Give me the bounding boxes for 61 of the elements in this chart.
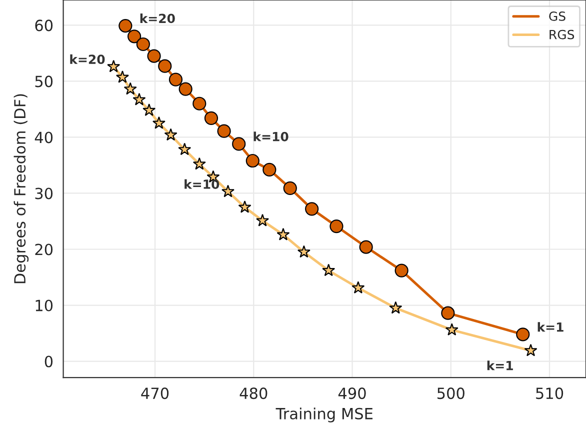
y-tick-label: 60 [35, 20, 53, 32]
y-tick-label: 20 [35, 244, 53, 256]
x-tick-label: 510 [536, 388, 564, 400]
point [389, 301, 402, 314]
point [305, 202, 319, 216]
point [297, 245, 310, 258]
point [178, 142, 192, 156]
y-axis-title: Degrees of Freedom (DF) [14, 94, 29, 284]
point [168, 72, 183, 86]
x-axis-title: Training MSE [276, 408, 372, 422]
annotation: k=20 [70, 54, 105, 64]
point [352, 281, 365, 294]
legend-label: RGS [550, 30, 574, 40]
point [192, 157, 206, 170]
point [136, 37, 150, 52]
point [147, 49, 161, 63]
point [152, 116, 166, 129]
point [232, 137, 246, 151]
point [322, 264, 336, 276]
x-tick-label: 500 [437, 388, 464, 400]
point [124, 82, 137, 95]
y-tick-label: 30 [35, 188, 53, 200]
point [359, 240, 373, 254]
point [516, 328, 530, 342]
point [441, 306, 455, 320]
point [221, 184, 234, 198]
point [118, 18, 132, 33]
point [116, 70, 129, 83]
annotation: k=20 [140, 13, 175, 24]
point [276, 228, 290, 240]
annotation: k=10 [184, 179, 220, 189]
point [394, 264, 408, 278]
point [178, 82, 192, 96]
point [107, 60, 120, 72]
annotation: k=1 [487, 360, 513, 370]
point [256, 214, 270, 226]
point [246, 154, 260, 168]
point [158, 59, 172, 73]
point [283, 181, 297, 196]
x-tick-label: 490 [338, 388, 366, 400]
point [192, 96, 206, 110]
y-tick-label: 50 [35, 76, 53, 88]
y-tick-label: 40 [34, 132, 53, 144]
legend-label: GS [549, 11, 566, 21]
y-tick-label: 0 [44, 356, 53, 368]
point [445, 323, 458, 336]
y-tick-label: 10 [36, 300, 53, 312]
x-tick-label: 480 [240, 388, 268, 400]
point [524, 344, 538, 356]
point [132, 92, 146, 106]
point [330, 219, 344, 234]
point [262, 162, 276, 177]
annotation: k=10 [254, 132, 288, 142]
point [238, 200, 252, 213]
point [127, 30, 142, 44]
point [204, 111, 218, 125]
annotation: k=1 [538, 322, 564, 332]
point [217, 124, 231, 138]
x-tick-label: 470 [141, 388, 169, 400]
point [142, 104, 156, 116]
point [164, 128, 178, 141]
